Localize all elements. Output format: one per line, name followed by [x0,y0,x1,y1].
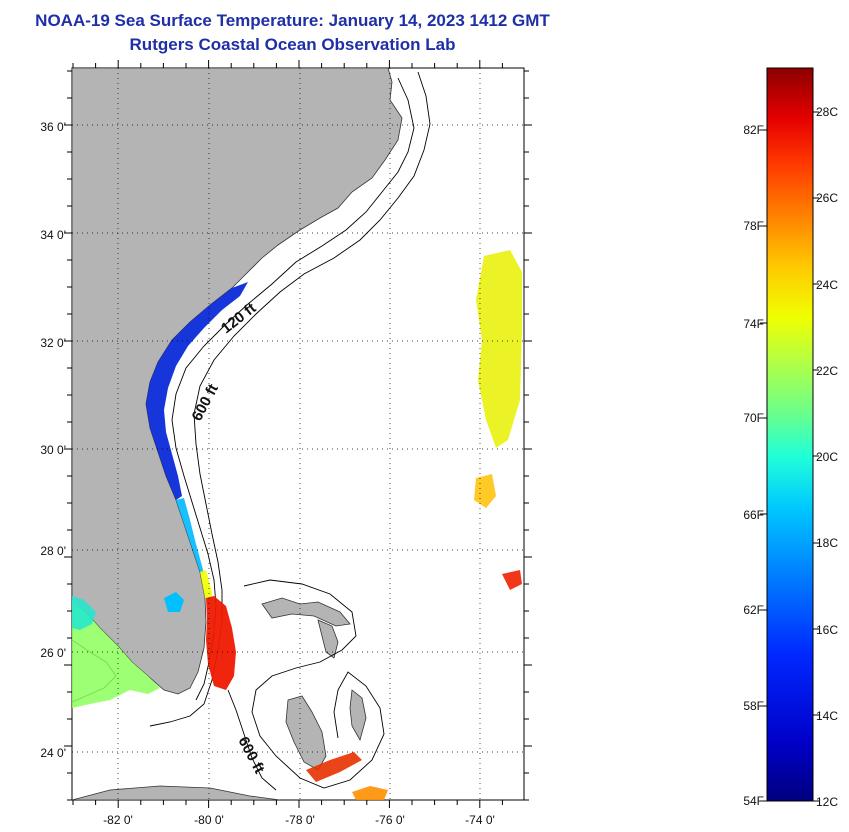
colorbar-f-label: 78F [743,219,764,233]
isobath-bahamas-bank [243,579,385,789]
colorbar-ticks [760,111,819,802]
isobath-120ft [171,77,415,701]
colorbar-c-label: 14C [816,709,838,723]
lat-label: 34 0' [40,228,66,242]
lon-label: -80 0' [194,813,224,827]
colorbar-f-label: 70F [743,411,764,425]
colorbar-f-label: 66F [743,508,764,522]
colorbar-f-label: 74F [743,317,764,331]
colorbar-c-label: 18C [816,536,838,550]
colorbar-c-label: 26C [816,191,838,205]
lat-label: 36 0' [40,120,66,134]
lat-label: 24 0' [40,746,66,760]
colorbar-f-label: 82F [743,123,764,137]
lat-label: 28 0' [40,544,66,558]
colorbar-f-label: 54F [743,794,764,808]
colorbar-fahrenheit-labels: 82F 78F 74F 70F 66F 62F 58F 54F [743,123,764,808]
lat-lon-grid [72,68,524,800]
colorbar-c-label: 16C [816,623,838,637]
sst-cool-coastal-band [176,498,204,574]
map-subtitle: Rutgers Coastal Ocean Observation Lab [129,35,456,54]
sst-south-orange-streak [352,786,388,800]
eleuthera-island [349,689,367,742]
lon-label: -76 0' [375,813,405,827]
cuba-landmass [72,785,281,800]
sst-gulfstream-core [206,596,236,690]
sst-offshore-red-patch [502,570,522,590]
colorbar-f-label: 58F [743,699,764,713]
sst-offshore-east-yellow [476,250,522,448]
colorbar-c-label: 12C [816,795,838,809]
sst-offshore-orange-patch [474,474,496,508]
grand-bahama-island [261,597,351,627]
colorbar-f-label: 62F [743,603,764,617]
colorbar-c-label: 28C [816,105,838,119]
lon-label: -82 0' [103,813,133,827]
sst-gulf-cyan [72,596,96,630]
colorbar-c-label: 20C [816,450,838,464]
sst-south-red-streak [306,752,362,782]
longitude-labels: -82 0' -80 0' -78 0' -76 0' -74 0' [103,813,495,827]
frame-ticks [64,60,532,808]
latitude-labels: 36 0' 34 0' 32 0' 30 0' 28 0' 26 0' 24 0… [40,120,66,760]
lat-label: 26 0' [40,646,66,660]
sst-lake-okeechobee [164,592,184,612]
isobath-600ft-south [227,689,277,791]
colorbar-celsius-labels: 28C 26C 24C 22C 20C 18C 16C 14C 12C [816,105,838,809]
lat-label: 32 0' [40,336,66,350]
lat-label: 30 0' [40,443,66,457]
abaco-island [317,619,339,659]
lon-label: -78 0' [285,813,315,827]
andros-island [285,695,327,771]
lon-label: -74 0' [465,813,495,827]
sst-gulf-coastal-warm [72,600,160,708]
colorbar [766,67,814,802]
colorbar-c-label: 22C [816,364,838,378]
map-title: NOAA-19 Sea Surface Temperature: January… [35,11,550,30]
colorbar-c-label: 24C [816,278,838,292]
sst-cold-coastal-band [146,282,248,500]
